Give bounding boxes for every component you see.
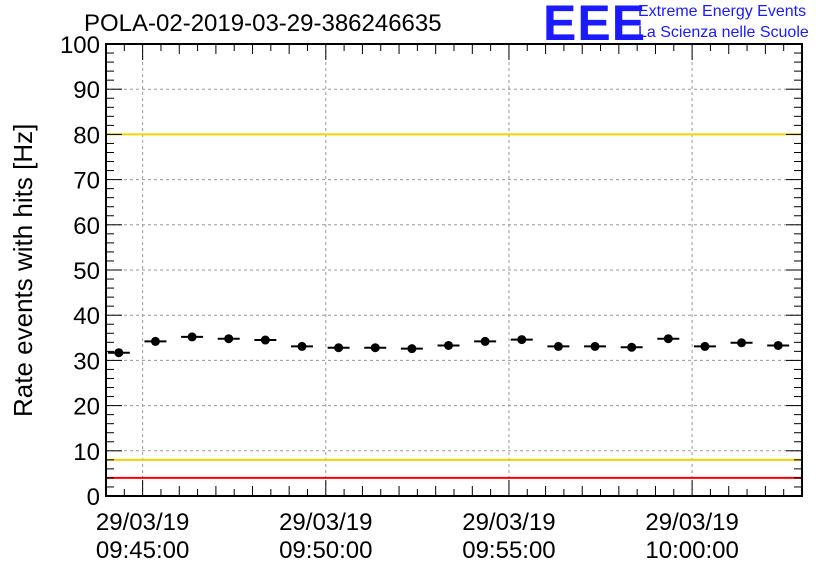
x-tick-time: 09:45:00 bbox=[96, 537, 189, 564]
data-point bbox=[773, 340, 783, 350]
y-tick-label: 0 bbox=[87, 484, 100, 511]
x-tick-date: 29/03/19 bbox=[96, 509, 189, 536]
y-tick-label: 100 bbox=[60, 32, 100, 59]
x-tick-date: 29/03/19 bbox=[462, 509, 555, 536]
axis-ticks bbox=[105, 43, 803, 497]
y-axis-label: Rate events with hits [Hz] bbox=[8, 123, 38, 417]
y-tick-label: 70 bbox=[73, 168, 100, 195]
x-tick-date: 29/03/19 bbox=[645, 509, 738, 536]
x-tick-time: 09:55:00 bbox=[462, 537, 555, 564]
y-tick-label: 80 bbox=[73, 122, 100, 149]
run-title: POLA-02-2019-03-29-386246635 bbox=[84, 10, 442, 37]
x-tick-labels: 29/03/1909:45:0029/03/1909:50:0029/03/19… bbox=[96, 509, 739, 564]
org-name-line2: La Scienza nelle Scuole bbox=[638, 24, 809, 41]
x-tick-date: 29/03/19 bbox=[279, 509, 372, 536]
org-name-line1: Extreme Energy Events bbox=[638, 3, 807, 20]
data-point bbox=[444, 340, 454, 350]
data-point bbox=[480, 336, 490, 346]
data-point bbox=[407, 344, 417, 354]
y-tick-label: 10 bbox=[73, 439, 100, 466]
data-points bbox=[107, 332, 790, 358]
x-tick-time: 10:00:00 bbox=[645, 537, 738, 564]
data-point bbox=[150, 336, 160, 346]
data-point bbox=[114, 348, 124, 358]
data-point bbox=[627, 342, 637, 352]
data-point bbox=[663, 334, 673, 344]
data-point bbox=[590, 341, 600, 351]
y-tick-label: 40 bbox=[73, 303, 100, 330]
data-point bbox=[260, 335, 270, 345]
y-tick-label: 60 bbox=[73, 213, 100, 240]
data-point bbox=[334, 343, 344, 353]
reference-lines bbox=[106, 43, 802, 479]
eee-logo: EEE bbox=[543, 0, 647, 51]
grid-lines bbox=[106, 44, 802, 496]
data-point bbox=[700, 341, 710, 351]
y-tick-label: 90 bbox=[73, 77, 100, 104]
data-point bbox=[370, 343, 380, 353]
y-tick-label: 20 bbox=[73, 394, 100, 421]
y-tick-label: 50 bbox=[73, 258, 100, 285]
data-point bbox=[517, 335, 527, 345]
data-point bbox=[224, 334, 234, 344]
y-tick-label: 30 bbox=[73, 348, 100, 375]
x-tick-time: 09:50:00 bbox=[279, 537, 372, 564]
y-tick-labels: 0 10 20 30 40 50 60 70 80 90 100 bbox=[60, 32, 100, 511]
data-point bbox=[187, 332, 197, 342]
data-point bbox=[553, 341, 563, 351]
data-point bbox=[297, 341, 307, 351]
data-point bbox=[737, 338, 747, 348]
